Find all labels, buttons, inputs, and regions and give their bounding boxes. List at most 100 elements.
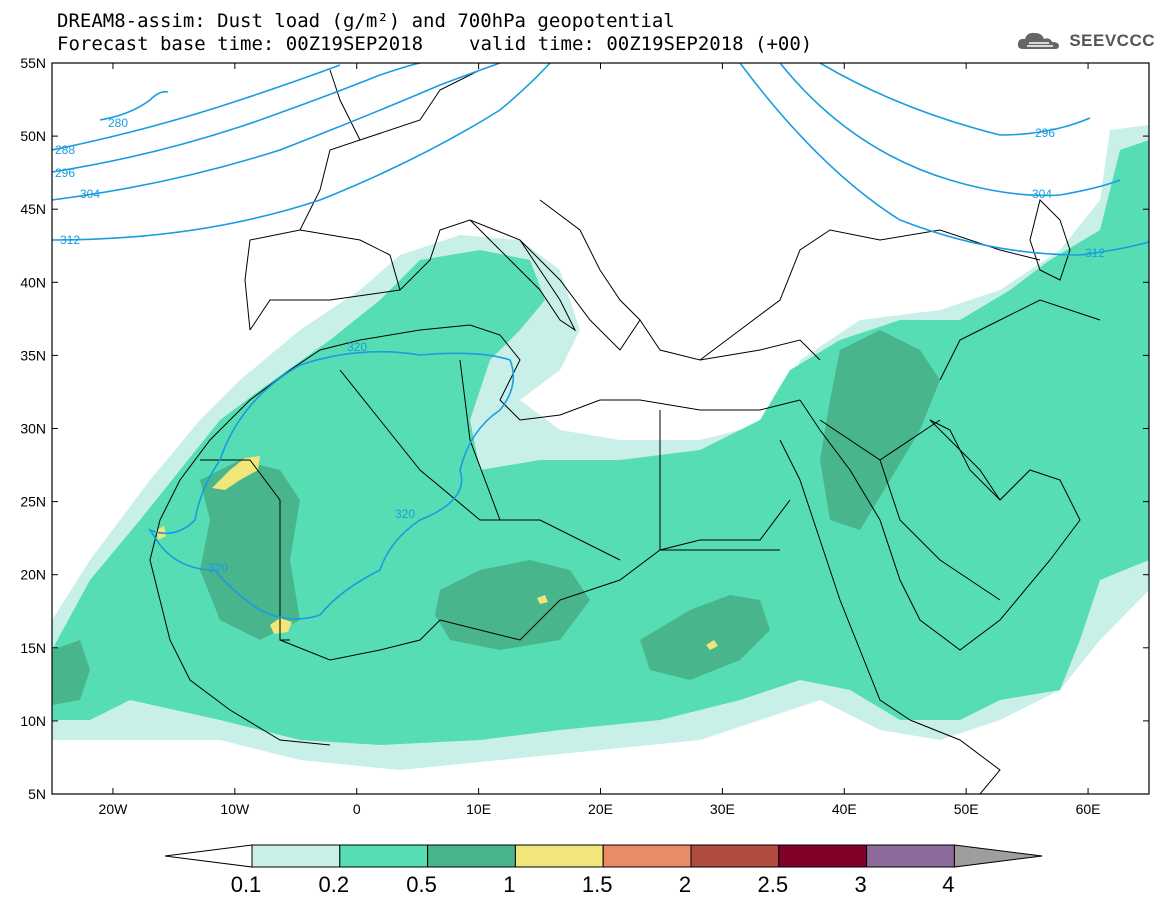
contour-296-east <box>819 63 1091 136</box>
lat-label: 20N <box>20 567 46 583</box>
lat-label: 30N <box>20 421 46 437</box>
colorbar-swatch <box>866 844 955 868</box>
dust-band-1-c <box>537 595 548 604</box>
latitude-axis: 55N 50N 45N 40N 35N 30N 25N 20N 15N 10N 5N <box>20 55 1149 802</box>
dust-band-0.5-arabia <box>820 330 940 530</box>
colorbar-label: 2 <box>679 872 691 897</box>
coastline-europe <box>249 219 1041 361</box>
colorbar-swatch <box>690 844 780 868</box>
cloud-icon <box>1018 32 1060 49</box>
lat-label: 35N <box>20 347 46 363</box>
colorbar: 0.1 0.2 0.5 1 1.5 2 2.5 3 4 <box>164 844 1043 897</box>
colorbar-label: 4 <box>942 872 954 897</box>
logo-text: SEEVCCC <box>1069 31 1155 50</box>
contour-label-304-east: 304 <box>1032 187 1052 201</box>
dust-band-0.5-senegal <box>52 640 90 705</box>
colorbar-label: 0.2 <box>319 872 350 897</box>
dust-band-1-a <box>212 456 260 490</box>
title-line-2: Forecast base time: 00Z19SEP2018 valid ti… <box>57 33 812 55</box>
lon-label: 10W <box>220 801 250 817</box>
coastline-italy <box>469 219 577 332</box>
coastline-red-sea <box>779 439 911 721</box>
coastline-balkans <box>539 199 641 321</box>
contour-312 <box>52 63 551 241</box>
contour-320 <box>147 350 515 620</box>
border-egypt-libya <box>659 410 780 551</box>
colorbar-swatch <box>339 844 429 868</box>
contour-label-320-a: 320 <box>347 340 367 354</box>
contour-304 <box>52 63 501 201</box>
dust-fields <box>52 125 1149 770</box>
contour-label-296-east: 296 <box>1035 126 1055 140</box>
lat-label: 25N <box>20 494 46 510</box>
colorbar-label: 3 <box>854 872 866 897</box>
lon-label: 50E <box>954 801 979 817</box>
contour-label-288: 288 <box>55 143 75 157</box>
lat-label: 50N <box>20 128 46 144</box>
colorbar-label: 0.1 <box>231 872 262 897</box>
coastline-persian-gulf <box>929 419 1001 501</box>
contour-label-296: 296 <box>55 166 75 180</box>
colorbar-swatch <box>514 844 604 868</box>
lon-label: 40E <box>832 801 857 817</box>
lon-label: 30E <box>710 801 735 817</box>
dust-band-0.2 <box>52 140 1149 745</box>
coastline-arabia <box>799 399 1081 651</box>
longitude-axis: 20W 10W 0 10E 20E 30E 40E 50E 60E <box>99 63 1101 817</box>
contour-304-east <box>779 63 1121 197</box>
coastline-horn <box>909 719 1001 794</box>
contour-label-312: 312 <box>60 233 80 247</box>
colorbar-swatch <box>251 844 341 868</box>
coastline-north-africa <box>319 324 801 421</box>
lat-label: 40N <box>20 274 46 290</box>
border-maghreb <box>200 359 621 641</box>
contour-296 <box>52 63 421 173</box>
lon-label: 20E <box>588 801 613 817</box>
border-iran <box>939 299 1101 381</box>
colorbar-swatch <box>778 844 868 868</box>
coastline-anatolia <box>699 339 821 361</box>
colorbar-label: 1.5 <box>582 872 613 897</box>
lon-label: 0 <box>353 801 361 817</box>
lat-label: 10N <box>20 713 46 729</box>
contour-label-320-c: 320 <box>208 561 228 575</box>
colorbar-min-arrow <box>164 844 253 868</box>
seevccc-logo: SEEVCCC <box>1015 28 1155 54</box>
title-line-1: DREAM8-assim: Dust load (g/m²) and 700hP… <box>57 10 675 32</box>
valid-time: valid time: 00Z19SEP2018 (+00) <box>469 33 813 55</box>
coastline-france-uk <box>299 69 481 231</box>
coastline-caspian <box>1029 199 1071 281</box>
colorbar-swatch <box>602 844 692 868</box>
dust-band-1-d <box>706 640 718 650</box>
lon-label: 20W <box>99 801 129 817</box>
dust-band-0.5-sahara-w <box>200 460 300 640</box>
contour-labels: 280 288 296 304 312 320 296 304 312 320 … <box>55 116 1105 575</box>
base-time: Forecast base time: 00Z19SEP2018 <box>57 33 424 55</box>
coastline-west-africa <box>149 349 331 746</box>
lon-label: 60E <box>1076 801 1101 817</box>
coastlines-borders <box>149 69 1101 794</box>
dust-band-1-b <box>270 618 292 634</box>
border-middle-east <box>819 419 1001 601</box>
colorbar-label: 0.5 <box>406 872 437 897</box>
lat-label: 55N <box>20 55 46 71</box>
colorbar-swatch <box>427 844 516 868</box>
lat-label: 45N <box>20 201 46 217</box>
contour-label-304: 304 <box>80 187 100 201</box>
lon-label: 10E <box>466 801 491 817</box>
lat-label: 5N <box>28 786 46 802</box>
contour-280 <box>99 90 169 121</box>
dust-band-0.5-sahara-c <box>435 560 590 650</box>
border-sahel <box>279 499 791 661</box>
lat-label: 15N <box>20 640 46 656</box>
colorbar-label: 1 <box>503 872 515 897</box>
contour-label-320-b: 320 <box>395 507 415 521</box>
contour-label-312-east: 312 <box>1085 246 1105 260</box>
colorbar-max-arrow <box>953 844 1043 868</box>
contour-label-280: 280 <box>108 116 128 130</box>
contour-312-east <box>739 63 1149 256</box>
dust-band-0.5-sudan <box>640 595 770 680</box>
colorbar-label: 2.5 <box>758 872 789 897</box>
contour-288 <box>52 64 341 151</box>
